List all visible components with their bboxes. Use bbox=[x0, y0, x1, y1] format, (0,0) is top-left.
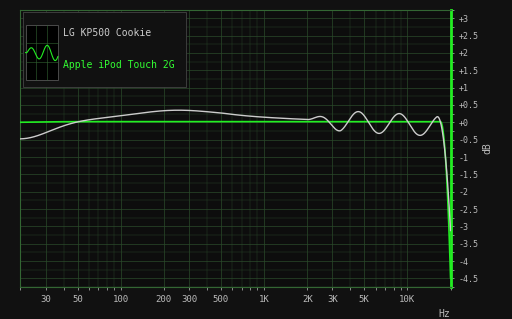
FancyBboxPatch shape bbox=[23, 12, 186, 87]
Text: LG KP500 Cookie: LG KP500 Cookie bbox=[63, 28, 152, 38]
Text: Hz: Hz bbox=[439, 309, 451, 319]
Text: Apple iPod Touch 2G: Apple iPod Touch 2G bbox=[63, 60, 175, 70]
Y-axis label: dB: dB bbox=[482, 143, 493, 154]
FancyBboxPatch shape bbox=[26, 25, 58, 80]
